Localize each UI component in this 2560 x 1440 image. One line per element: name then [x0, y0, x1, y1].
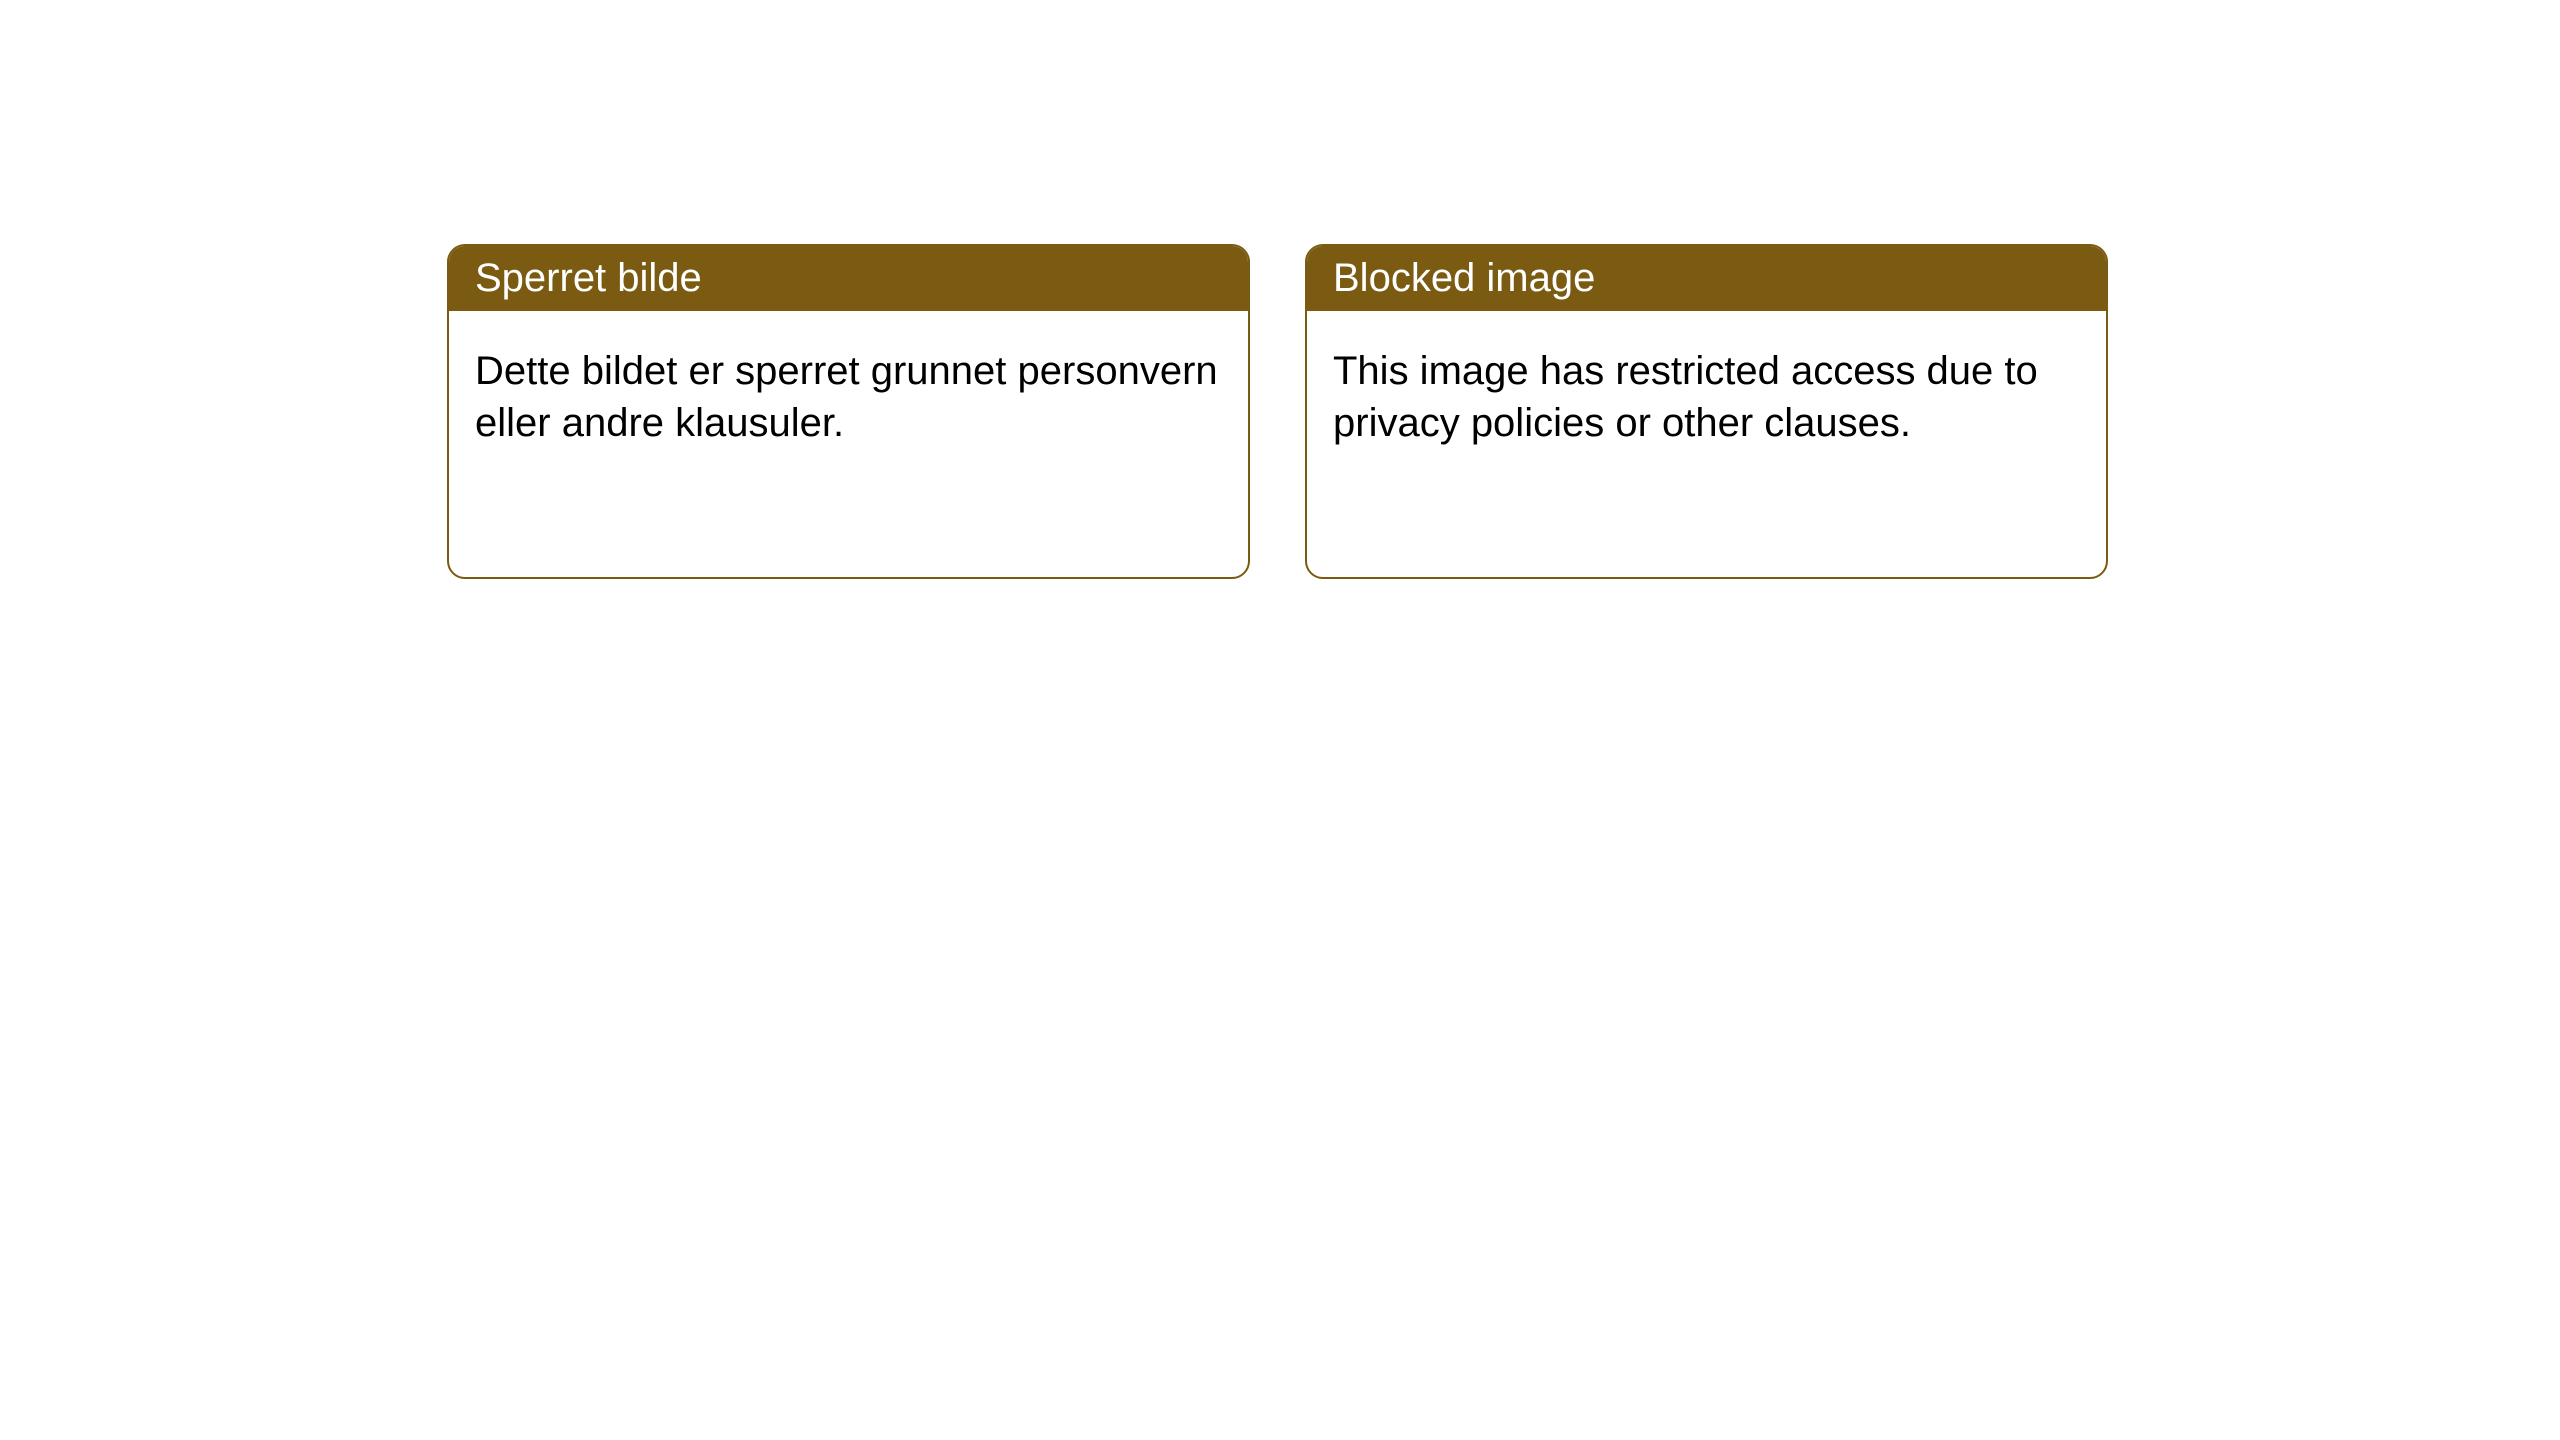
notice-card-english: Blocked image This image has restricted …	[1305, 244, 2108, 579]
notice-card-norwegian: Sperret bilde Dette bildet er sperret gr…	[447, 244, 1250, 579]
notice-body-english: This image has restricted access due to …	[1307, 311, 2106, 483]
notice-title-english: Blocked image	[1307, 246, 2106, 311]
notice-title-norwegian: Sperret bilde	[449, 246, 1248, 311]
notice-container: Sperret bilde Dette bildet er sperret gr…	[0, 0, 2560, 579]
notice-body-norwegian: Dette bildet er sperret grunnet personve…	[449, 311, 1248, 483]
